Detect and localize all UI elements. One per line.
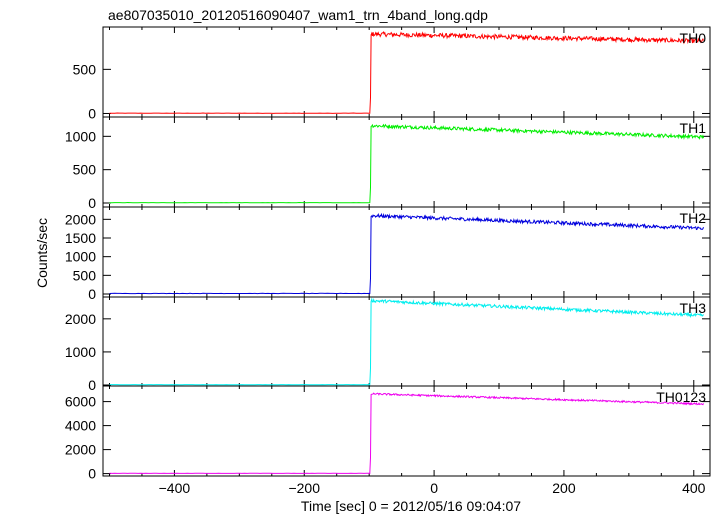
series-label-th0: TH0: [680, 30, 707, 46]
panel-th0: 0 500 TH0: [73, 26, 711, 121]
y-tick-label: 0: [88, 286, 96, 302]
series-label-th3: TH3: [680, 300, 707, 316]
y-tick-label: 500: [73, 267, 97, 283]
x-tick-label: 0: [430, 480, 438, 496]
series-line-th0123: [109, 392, 704, 474]
y-tick-label: 1000: [65, 249, 96, 265]
chart-title: ae807035010_20120516090407_wam1_trn_4ban…: [108, 7, 488, 23]
series-line-th2: [109, 212, 704, 295]
y-tick-label: 2000: [65, 442, 96, 458]
y-tick-label: 2000: [65, 211, 96, 227]
y-tick-label: 0: [88, 105, 96, 121]
y-tick-label: 1500: [65, 230, 96, 246]
x-tick-label: 200: [552, 480, 576, 496]
y-tick-label: 500: [73, 61, 97, 77]
x-tick-label: 400: [682, 480, 706, 496]
y-tick-label: 2000: [65, 311, 96, 327]
y-tick-label: 4000: [65, 418, 96, 434]
y-tick-label: 0: [88, 377, 96, 393]
panel-th3: 0 1000 2000 TH3: [65, 296, 711, 393]
panel-th2: 0 500 1000 1500 2000 TH2: [65, 206, 711, 302]
x-tick-label: −200: [288, 480, 320, 496]
x-axis: −400 −200 0 200 400: [159, 480, 706, 496]
series-line-th3: [109, 297, 704, 386]
panels-group: 0 500 TH0 0 500 1000 TH1 0 500 1000 1500 2000 TH2 0 10…: [65, 26, 711, 482]
y-tick-label: 1000: [65, 128, 96, 144]
series-line-th0: [109, 31, 704, 114]
panel-th0123: 0 2000 4000 6000 TH0123: [65, 385, 711, 482]
y-axis-label: Counts/sec: [34, 218, 50, 288]
panel-frame: [102, 206, 711, 298]
panel-th1: 0 500 1000 TH1: [65, 116, 711, 211]
y-tick-label: 0: [88, 466, 96, 482]
series-label-th2: TH2: [680, 210, 707, 226]
series-label-th0123: TH0123: [656, 389, 706, 405]
x-tick-label: −400: [159, 480, 191, 496]
panel-frame: [102, 385, 711, 477]
series-label-th1: TH1: [680, 120, 707, 136]
panel-frame: [102, 116, 711, 208]
x-axis-label: Time [sec] 0 = 2012/05/16 09:04:07: [301, 498, 521, 514]
y-tick-label: 0: [88, 195, 96, 211]
series-line-th1: [109, 123, 704, 204]
y-tick-label: 1000: [65, 344, 96, 360]
y-tick-label: 6000: [65, 394, 96, 410]
panel-frame: [102, 296, 711, 387]
y-tick-label: 500: [73, 162, 97, 178]
